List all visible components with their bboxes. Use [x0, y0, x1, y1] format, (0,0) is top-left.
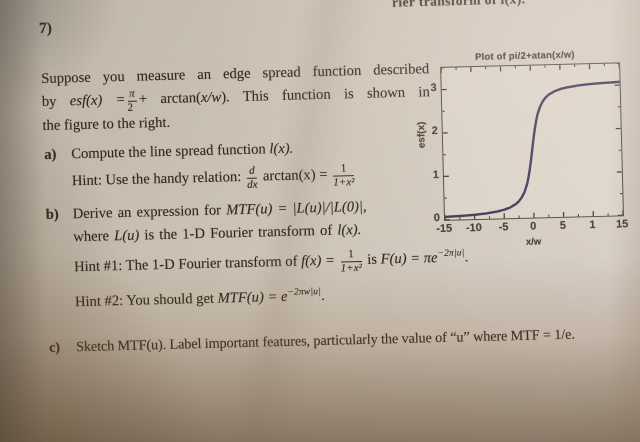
x-tick-label: -15	[436, 222, 453, 236]
esf-curve	[441, 63, 623, 220]
part-a-hint: Hint: Use the handy relation: d dx arctan…	[71, 162, 355, 191]
part-b-hint-1: Hint #1: The 1-D Fourier transform of f(…	[73, 248, 469, 276]
plot-area	[440, 62, 624, 221]
y-tick-label: 2	[431, 125, 438, 138]
d-dx-fraction: d dx	[246, 164, 258, 191]
chart-x-axis-label: x/w	[525, 236, 542, 248]
chart-title: Plot of pi/2+atan(x/w)	[474, 49, 575, 64]
part-b-line-1: b) Derive an expression for MTF(u) = |L(u…	[45, 198, 367, 223]
part-b-hint-2: Hint #2: You should get MTF(u) = e−2πw|u…	[74, 286, 325, 311]
one-over-1px2-fraction: 1 1+x²	[332, 162, 355, 189]
x-tick-label: 1	[589, 219, 596, 232]
part-c: c) Sketch MTF(u). Label important feature…	[48, 326, 576, 356]
intro-paragraph: Suppose you measure an edge spread funct…	[41, 59, 431, 137]
part-b-line-2: where L(u) is the 1-D Fourier transform …	[73, 221, 362, 246]
x-tick-label: 15	[615, 218, 629, 231]
y-tick-label: 3	[430, 81, 437, 94]
x-tick-label: -5	[498, 221, 509, 234]
x-tick-label: 0	[529, 220, 537, 233]
part-a: a) Compute the line spread function l(x).	[44, 140, 294, 163]
x-tick-label: -10	[465, 221, 482, 235]
x-tick-label: 5	[559, 219, 567, 232]
problem-number: 7)	[38, 19, 53, 38]
one-over-1px2-fraction: 1 1+x²	[340, 248, 362, 275]
y-tick-label: 1	[432, 168, 440, 181]
